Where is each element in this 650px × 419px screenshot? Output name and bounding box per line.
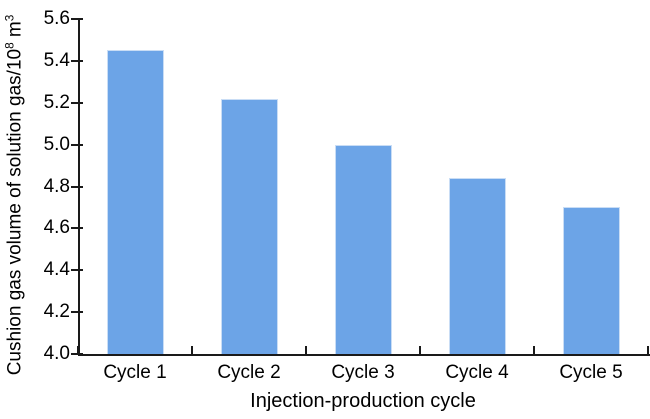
bar	[562, 207, 620, 354]
y-tick-label: 4.6	[43, 217, 70, 239]
bar	[334, 144, 392, 354]
y-tick-label: 5.2	[43, 91, 70, 113]
x-axis-line	[78, 354, 650, 356]
x-category-label: Cycle 3	[331, 362, 395, 383]
y-tick-mark	[71, 185, 83, 188]
x-tick-mark	[191, 346, 193, 354]
x-axis-title: Injection-production cycle	[250, 390, 476, 412]
x-tick-mark	[419, 346, 421, 354]
y-tick-label: 4.8	[43, 175, 70, 197]
y-tick-mark	[71, 59, 83, 62]
y-tick-label: 4.0	[43, 343, 70, 364]
x-tick-mark	[77, 346, 79, 354]
y-tick-label: 4.4	[43, 259, 70, 281]
y-tick-mark	[71, 311, 83, 314]
y-tick-label: 5.6	[43, 8, 70, 29]
bar	[106, 50, 164, 354]
x-tick-mark	[647, 346, 649, 354]
x-category-label: Cycle 1	[103, 362, 167, 383]
y-tick-label: 5.4	[43, 49, 70, 71]
x-category-label: Cycle 2	[217, 362, 281, 383]
y-tick-mark	[71, 143, 83, 146]
y-tick-mark	[71, 101, 83, 104]
x-category-label: Cycle 5	[559, 362, 623, 383]
bar	[448, 178, 506, 354]
y-tick-label: 4.2	[43, 301, 70, 323]
y-tick-mark	[71, 353, 83, 355]
x-tick-mark	[305, 346, 307, 354]
y-tick-mark	[71, 227, 83, 230]
bar	[220, 98, 278, 354]
x-category-label: Cycle 4	[445, 362, 509, 383]
y-tick-mark	[71, 269, 83, 272]
y-tick-label: 5.0	[43, 133, 70, 155]
x-tick-mark	[533, 346, 535, 354]
y-tick-mark	[71, 18, 83, 20]
y-axis-line	[78, 19, 80, 356]
